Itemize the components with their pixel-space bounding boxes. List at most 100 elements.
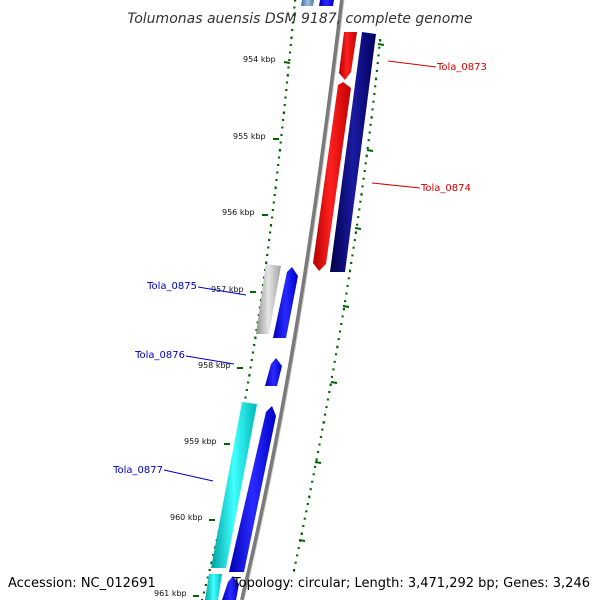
- kbp-major-ticks: [193, 61, 291, 597]
- ticks-inner-dot: [287, 66, 290, 69]
- ticks-inner-dot: [269, 231, 272, 234]
- ticks-outer-dot: [365, 154, 368, 158]
- ticks-outer-dot: [359, 200, 362, 203]
- ticks-inner-dot: [273, 194, 276, 196]
- outer-major-dash: [354, 227, 362, 230]
- ticks-inner-dot: [212, 554, 215, 556]
- ticks-outer-dot: [325, 406, 328, 409]
- ticks-inner-dot: [274, 186, 277, 190]
- ticks-outer-dot: [333, 360, 336, 363]
- ticks-outer-dot: [297, 547, 300, 550]
- gene-label-tola-0874: Tola_0874: [420, 183, 471, 194]
- ticks-inner-dot: [285, 81, 289, 84]
- gene-label-tola-0876: Tola_0876: [134, 350, 185, 361]
- gene-label-tola-0873: Tola_0873: [436, 62, 487, 73]
- ticks-inner-dot: [281, 126, 284, 129]
- gene-blue-0875b: [273, 267, 298, 338]
- ticks-outer-dot: [353, 239, 356, 242]
- ticks-inner-dot: [271, 209, 274, 211]
- ticks-outer-dot: [346, 284, 349, 287]
- ticks-outer-dot: [342, 307, 345, 311]
- ticks-inner-dot: [250, 359, 253, 361]
- ticks-inner-dot: [208, 569, 211, 571]
- ticks-outer-dot: [358, 208, 361, 211]
- ticks-inner-dot: [285, 89, 288, 91]
- accession-text: Accession: NC_012691: [8, 576, 156, 591]
- leader-tola-0875: [197, 286, 247, 296]
- ticks-inner-dot: [283, 104, 286, 106]
- ticks-outer-dot: [348, 269, 352, 273]
- ticks-outer-dot: [379, 39, 382, 42]
- ticks-inner-dot: [291, 29, 294, 31]
- ticks-outer-dot: [376, 62, 379, 65]
- ticks-inner-dot: [284, 96, 287, 99]
- ticks-inner-dot: [254, 336, 257, 340]
- kbp-label-954: 954 kbp: [243, 55, 276, 64]
- ticks-inner-dot: [210, 561, 213, 565]
- ticks-outer-dot: [364, 162, 367, 165]
- ticks-outer-dot: [350, 262, 353, 264]
- genome-summary-text: Topology: circular; Length: 3,471,292 bp…: [232, 576, 590, 591]
- ticks-outer-dot: [338, 330, 342, 333]
- gene-steel-partial: [301, 0, 314, 6]
- ticks-outer-dot: [374, 85, 377, 88]
- ticks-outer-dot: [319, 436, 322, 438]
- ticks-inner-dot: [249, 366, 252, 369]
- ticks-inner-dot: [277, 164, 280, 166]
- ticks-inner-dot: [288, 59, 291, 61]
- ticks-outer-dot: [371, 108, 374, 111]
- ticks-inner-dot: [265, 261, 268, 265]
- ticks-inner-dot: [292, 14, 295, 16]
- kbp-label-958: 958 kbp: [198, 361, 231, 370]
- ticks-inner-dot: [244, 396, 247, 399]
- ticks-outer-dot: [303, 517, 306, 520]
- ticks-outer-dot: [347, 277, 350, 280]
- ticks-outer-dot: [360, 193, 363, 196]
- gene-tola-0873-red: [339, 32, 357, 80]
- ticks-inner-dot: [245, 389, 248, 391]
- ticks-outer-dot: [356, 223, 359, 226]
- ticks-outer-dot: [378, 46, 381, 49]
- gene-label-tola-0875: Tola_0875: [146, 281, 197, 292]
- ticks-inner-dot: [248, 374, 251, 377]
- ticks-outer-dot: [351, 254, 354, 257]
- kbp-label-957: 957 kbp: [211, 285, 244, 294]
- ticks-outer-dot: [357, 216, 360, 219]
- ticks-inner-dot: [280, 134, 283, 136]
- ticks-inner-dot: [272, 201, 275, 204]
- ticks-inner-dot: [251, 351, 255, 354]
- ticks-inner-dot: [204, 584, 207, 586]
- ticks-inner-dot: [282, 111, 285, 115]
- ticks-inner-dot: [277, 156, 281, 159]
- ticks-inner-dot: [279, 141, 282, 144]
- ticks-outer-dot: [302, 525, 305, 528]
- kbp-label-955: 955 kbp: [233, 132, 266, 141]
- ticks-outer-dot: [373, 93, 376, 95]
- gene-label-tola-0877: Tola_0877: [112, 465, 163, 476]
- ticks-outer-dot: [368, 131, 371, 134]
- ticks-outer-dot: [328, 391, 331, 393]
- ticks-outer-dot: [374, 77, 378, 81]
- ticks-inner-dot: [253, 344, 256, 346]
- ticks-inner-dot: [255, 329, 258, 331]
- ticks-outer-dot: [352, 246, 355, 249]
- ticks-inner-dot: [290, 36, 293, 40]
- ticks-outer-dot: [363, 170, 366, 172]
- ticks-outer-dot: [294, 561, 297, 564]
- gene-tola-0876-blue: [265, 358, 282, 386]
- major-tick-954: [283, 61, 291, 64]
- ticks-outer-dot: [335, 353, 338, 356]
- ticks-inner-dot: [276, 171, 279, 174]
- ticks-outer-dot: [341, 315, 344, 318]
- ticks-outer-dot: [326, 398, 329, 401]
- genome-backbone: [240, 0, 344, 600]
- gene-navy: [330, 32, 376, 272]
- outer-major-dash: [377, 43, 385, 46]
- ticks-outer-dot: [332, 368, 335, 371]
- ticks-outer-dot: [311, 480, 314, 483]
- ticks-outer-dot: [337, 338, 340, 341]
- ticks-outer-dot: [330, 375, 334, 378]
- kbp-label-956: 956 kbp: [222, 208, 255, 217]
- gene-tola-0874-red: [313, 82, 351, 271]
- ticks-outer-dot: [305, 510, 308, 513]
